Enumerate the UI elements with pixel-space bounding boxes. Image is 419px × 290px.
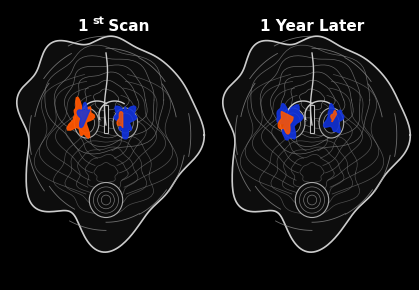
Bar [104,105,108,133]
Ellipse shape [74,108,99,138]
Polygon shape [323,104,344,133]
Ellipse shape [89,182,123,218]
Polygon shape [278,111,293,134]
Bar [310,105,314,133]
Polygon shape [117,112,123,128]
Ellipse shape [285,113,300,133]
Ellipse shape [117,113,133,133]
Polygon shape [17,36,204,252]
Ellipse shape [113,108,138,138]
Text: st: st [92,16,104,26]
Ellipse shape [319,108,344,138]
Polygon shape [223,36,410,252]
Polygon shape [331,111,336,122]
Polygon shape [114,106,137,139]
Polygon shape [77,102,90,128]
Ellipse shape [295,182,329,218]
Text: 1 Year Later: 1 Year Later [260,19,364,34]
Ellipse shape [280,108,305,138]
Polygon shape [67,97,95,138]
Text: 1: 1 [78,19,88,34]
Ellipse shape [323,113,339,133]
Ellipse shape [79,113,95,133]
Polygon shape [277,104,303,140]
Text: Scan: Scan [103,19,150,34]
